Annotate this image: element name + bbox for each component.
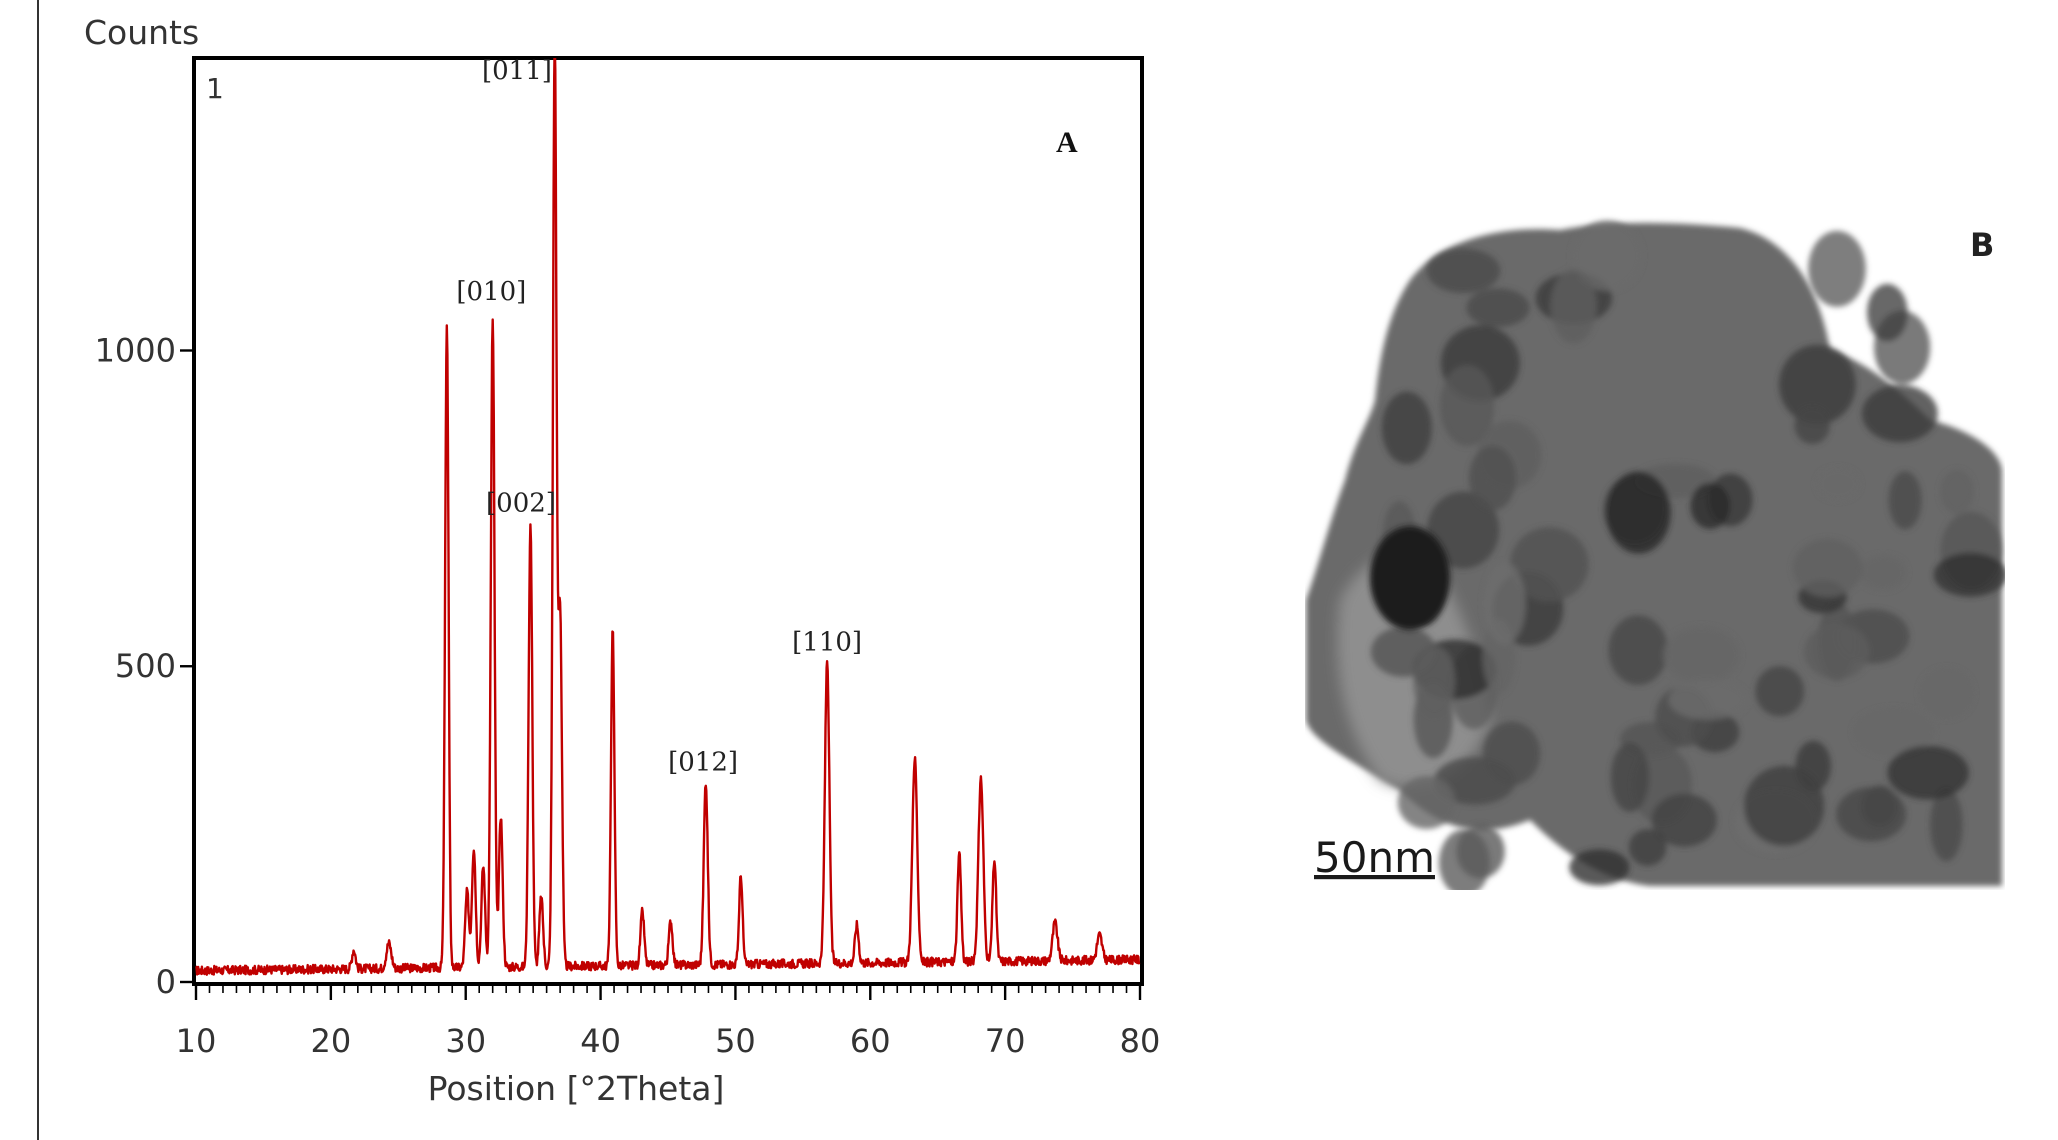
peak-label: [010] xyxy=(456,277,526,307)
nanoparticle xyxy=(1483,562,1525,645)
nanoparticle xyxy=(1466,288,1529,327)
nanoparticle xyxy=(1382,392,1432,465)
x-tick-label: 80 xyxy=(1120,1022,1161,1060)
nanoparticle xyxy=(1609,615,1668,685)
nanoparticle xyxy=(1940,470,1974,514)
panel-label-b: B xyxy=(1970,226,1994,264)
peak-label: [011] xyxy=(482,56,552,86)
peak-label: [110] xyxy=(792,627,862,657)
x-tick-label: 30 xyxy=(445,1022,486,1060)
nanoparticle xyxy=(1930,789,1963,862)
axis-tick-labels: 10 20 30 40 50 60 70 80 0 500 1000 xyxy=(95,331,1161,1060)
x-tick-label: 60 xyxy=(850,1022,891,1060)
x-tick-label: 20 xyxy=(310,1022,351,1060)
nanoparticle xyxy=(1744,766,1824,846)
nanoparticle xyxy=(1817,468,1860,501)
nanoparticle xyxy=(1669,680,1748,720)
nanoparticle xyxy=(1398,776,1456,829)
y-axis-title: Counts xyxy=(84,13,199,52)
nanoparticle xyxy=(1469,446,1516,511)
y-tick-label: 500 xyxy=(115,647,176,685)
nanoparticle xyxy=(1611,743,1649,812)
y-tick-label: 0 xyxy=(156,963,176,1001)
nanoparticle xyxy=(1920,668,1974,719)
x-tick-label: 10 xyxy=(176,1022,217,1060)
scan-number: 1 xyxy=(206,72,224,105)
nanoparticle xyxy=(1413,646,1455,717)
y-tick-label: 1000 xyxy=(95,331,176,369)
nanoparticle xyxy=(1795,407,1830,444)
nanoparticle xyxy=(1427,248,1500,293)
nanoparticle xyxy=(1629,829,1667,866)
scale-bar-label: 50nm xyxy=(1314,833,1435,882)
x-tick-label: 40 xyxy=(580,1022,621,1060)
x-tick-label: 50 xyxy=(715,1022,756,1060)
peak-label: [002] xyxy=(486,489,556,519)
nanoparticle xyxy=(1862,385,1938,442)
peak-label: [012] xyxy=(668,747,738,777)
tem-dark-particle xyxy=(1370,526,1450,630)
nanoparticle xyxy=(1483,722,1540,786)
nanoparticle xyxy=(1804,624,1869,679)
panel-label-a: A xyxy=(1056,126,1078,159)
nanoparticle xyxy=(1859,555,1907,590)
peak-labels: [010] [002] [011] [012] [110] xyxy=(456,56,862,778)
nanoparticle xyxy=(1793,539,1863,597)
xrd-pattern-line xyxy=(196,42,1140,975)
nanoparticle xyxy=(1569,849,1629,885)
nanoparticle xyxy=(1690,483,1730,529)
x-tick-label: 70 xyxy=(985,1022,1026,1060)
tem-image: B 50nm xyxy=(1306,221,2007,897)
nanoparticle xyxy=(1808,231,1866,307)
nanoparticle xyxy=(1755,666,1804,716)
nanoparticle xyxy=(1551,269,1597,343)
nanoparticle xyxy=(1606,471,1671,553)
nanoparticle xyxy=(1934,553,2007,597)
nanoparticle xyxy=(1888,746,1969,800)
nanoparticle xyxy=(1889,471,1922,529)
nanoparticle xyxy=(1456,825,1504,879)
nanoparticle xyxy=(1836,787,1906,841)
nanoparticle xyxy=(1867,284,1908,341)
nanoparticle xyxy=(1663,626,1740,684)
plot-frame xyxy=(194,58,1142,984)
x-axis-title: Position [°2Theta] xyxy=(428,1069,725,1108)
